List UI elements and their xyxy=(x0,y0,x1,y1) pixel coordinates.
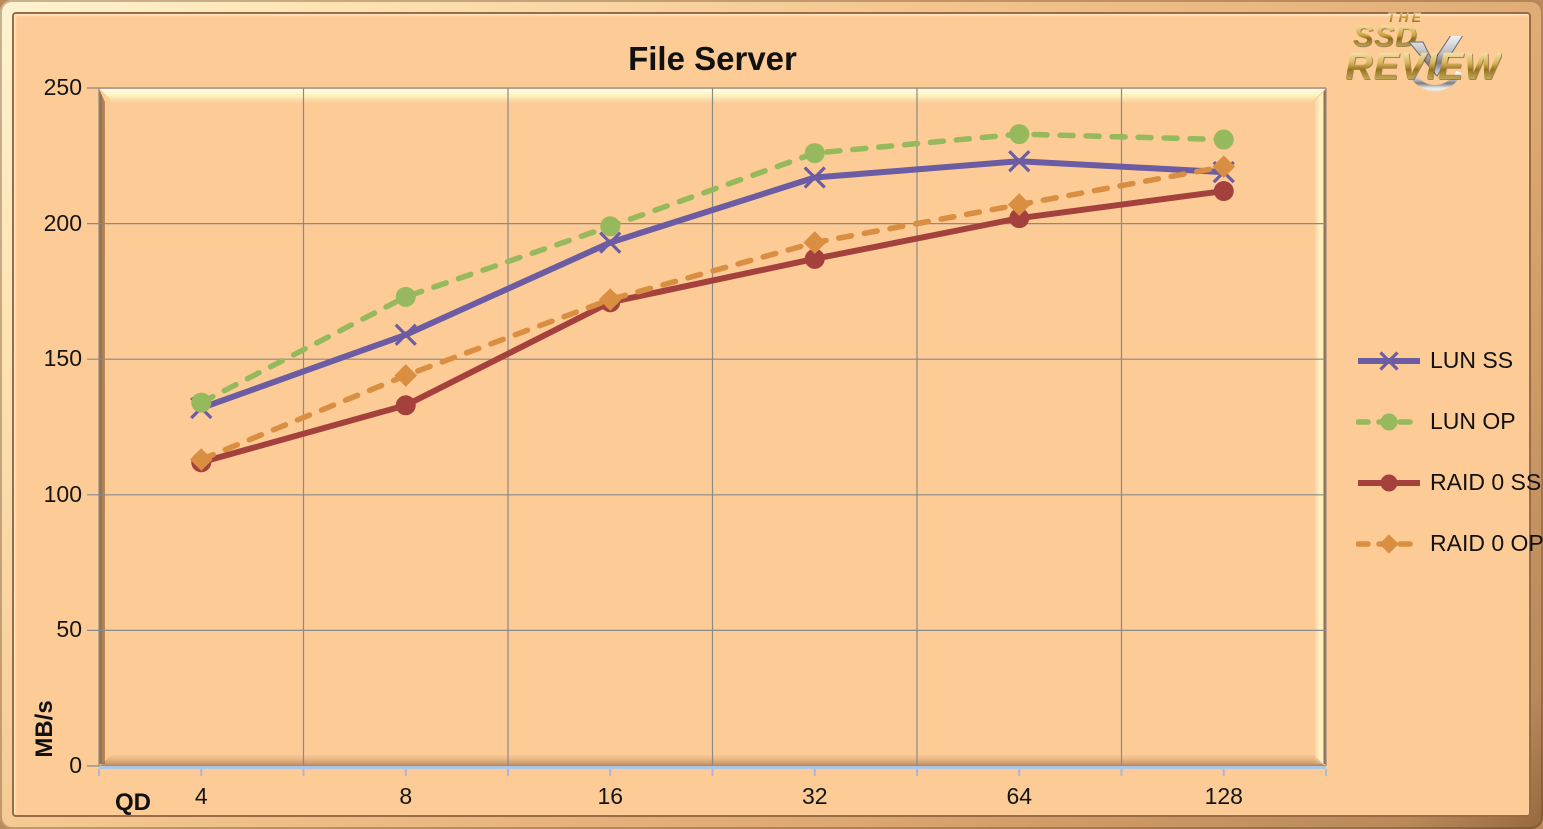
plot-bevel-right xyxy=(1314,89,1326,764)
marker-circle xyxy=(1213,181,1234,202)
logo-text-ssd: SSD xyxy=(1353,20,1418,53)
legend-label: RAID 0 SS xyxy=(1430,469,1542,495)
logo-text-review: REVIEW xyxy=(1345,46,1501,88)
marker-circle xyxy=(395,286,416,307)
marker-circle xyxy=(1009,208,1030,229)
y-tick-label: 100 xyxy=(43,480,82,507)
series-lun-op xyxy=(191,124,1234,413)
legend-label: LUN OP xyxy=(1430,408,1516,434)
marker-x xyxy=(803,166,826,189)
logo-checkmark-icon xyxy=(1407,36,1464,91)
marker-diamond xyxy=(394,364,418,387)
series-line xyxy=(200,158,1224,411)
plot-bevel-left xyxy=(99,89,105,764)
legend-item-raid-0-op: RAID 0 OP xyxy=(1356,513,1543,574)
x-axis-title: QD xyxy=(115,789,151,816)
x-tick-label: 8 xyxy=(399,783,413,809)
x-tick-label: 16 xyxy=(597,783,624,809)
legend-line-sample xyxy=(1356,533,1422,554)
legend-item-lun-op: LUN OP xyxy=(1356,391,1543,452)
y-tick-label: 50 xyxy=(56,616,82,643)
x-tick-label: 128 xyxy=(1204,783,1243,809)
y-tick-label: 200 xyxy=(43,209,82,236)
marker-x xyxy=(394,323,417,346)
marker-x xyxy=(1379,350,1399,371)
logo-text-the: THE xyxy=(1387,9,1424,25)
marker-circle xyxy=(1380,474,1398,491)
marker-circle xyxy=(395,395,416,416)
marker-circle xyxy=(600,216,621,237)
chart-background xyxy=(12,12,1531,817)
legend-item-lun-ss: LUN SS xyxy=(1356,330,1543,391)
marker-circle xyxy=(191,392,212,413)
legend-line-sample xyxy=(1358,350,1420,371)
marker-x xyxy=(1008,150,1031,173)
y-tick-label: 250 xyxy=(43,74,82,100)
ssd-review-logo: THE SSD REVIEW xyxy=(1345,6,1523,106)
marker-diamond xyxy=(1379,533,1399,554)
x-tick-label: 4 xyxy=(194,783,208,809)
x-tick-label: 32 xyxy=(801,783,828,809)
legend-item-raid-0-ss: RAID 0 SS xyxy=(1356,452,1543,513)
marker-x xyxy=(599,231,622,254)
legend-line-sample xyxy=(1358,474,1420,491)
legend-line-sample xyxy=(1356,413,1422,430)
legend-label: RAID 0 OP xyxy=(1430,530,1543,556)
marker-circle xyxy=(804,248,825,269)
y-tick-label: 0 xyxy=(69,752,82,778)
chart-title: File Server xyxy=(628,40,797,77)
series-line xyxy=(198,131,1227,406)
series-line xyxy=(200,188,1225,466)
x-tick-label: 64 xyxy=(1006,783,1033,809)
legend-label: LUN SS xyxy=(1430,347,1514,373)
marker-circle xyxy=(804,143,825,164)
y-axis-title: MB/s xyxy=(31,700,58,758)
marker-circle xyxy=(1380,413,1398,430)
chart-legend: LUN SS LUN OP RAID 0 SS RAID 0 OP xyxy=(1356,330,1543,574)
marker-circle xyxy=(1213,129,1234,150)
series-line xyxy=(198,163,1227,463)
marker-diamond xyxy=(803,231,827,254)
y-tick-label: 150 xyxy=(43,345,82,372)
marker-circle xyxy=(1009,124,1030,145)
